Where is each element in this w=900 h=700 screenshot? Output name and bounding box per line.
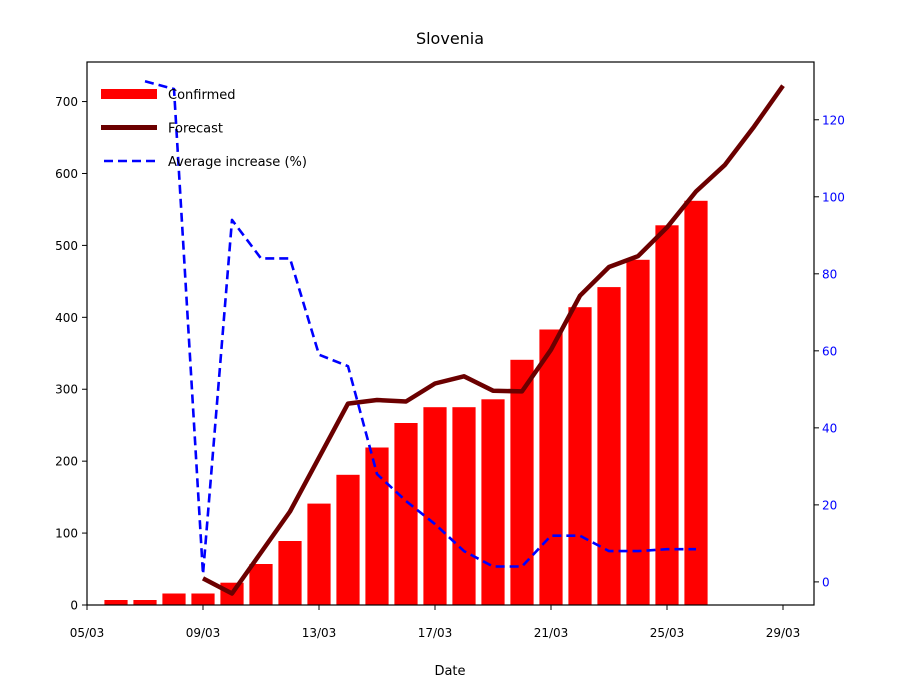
y-axis-right: 0 20 40 60 80 100 120 <box>814 113 845 589</box>
y-tick-label-left: 500 <box>55 239 78 253</box>
bar-confirmed <box>510 359 534 605</box>
chart-title: Slovenia <box>416 29 484 48</box>
bar-confirmed <box>481 399 505 605</box>
bar-confirmed <box>191 593 215 605</box>
bar-confirmed <box>104 600 128 605</box>
line-average-increase <box>144 80 696 576</box>
legend-swatch-confirmed <box>101 89 157 99</box>
y-tick-label-left: 400 <box>55 311 78 325</box>
y-tick-label-right: 60 <box>822 344 837 358</box>
y-tick-label-left: 100 <box>55 527 78 541</box>
x-tick-label: 13/03 <box>302 626 337 640</box>
bar-confirmed <box>568 307 592 605</box>
bar-confirmed <box>336 474 360 605</box>
y-tick-label-left: 700 <box>55 95 78 109</box>
bar-confirmed <box>365 447 389 605</box>
bar-confirmed <box>655 225 679 606</box>
y-tick-label-left: 600 <box>55 167 78 181</box>
bar-confirmed <box>539 329 563 605</box>
x-tick-label: 17/03 <box>418 626 453 640</box>
y-tick-label-left: 0 <box>70 599 78 613</box>
y-tick-label-left: 300 <box>55 383 78 397</box>
y-tick-label-left: 200 <box>55 455 78 469</box>
y-tick-label-right: 20 <box>822 498 837 512</box>
y-axis-left: 0 100 200 300 400 500 600 700 <box>55 95 87 613</box>
bar-confirmed <box>452 407 476 605</box>
x-axis: 05/03 09/03 13/03 17/03 21/03 25/03 29/03 <box>70 605 801 640</box>
legend-label: Forecast <box>168 122 223 137</box>
legend-label: Average increase (%) <box>168 155 307 170</box>
bar-confirmed <box>423 407 447 605</box>
bar-confirmed <box>307 503 331 605</box>
bar-confirmed <box>597 287 621 605</box>
bar-confirmed <box>133 600 157 605</box>
bar-confirmed <box>394 423 418 605</box>
x-tick-label: 09/03 <box>186 626 221 640</box>
bar-confirmed <box>249 564 273 605</box>
x-tick-label: 29/03 <box>766 626 801 640</box>
y-tick-label-right: 40 <box>822 421 837 435</box>
bar-confirmed <box>278 541 302 605</box>
y-tick-label-right: 120 <box>822 113 845 127</box>
x-tick-label: 21/03 <box>534 626 569 640</box>
x-tick-label: 05/03 <box>70 626 105 640</box>
bar-confirmed <box>626 259 650 605</box>
y-tick-label-right: 100 <box>822 190 845 204</box>
line-forecast <box>201 84 785 596</box>
x-axis-label: Date <box>434 664 465 679</box>
bar-confirmed <box>162 593 186 605</box>
plot-area <box>104 80 785 606</box>
y-tick-label-right: 80 <box>822 267 837 281</box>
bar-confirmed <box>684 200 708 606</box>
legend-label: Confirmed <box>168 88 236 103</box>
x-tick-label: 25/03 <box>650 626 685 640</box>
y-tick-label-right: 0 <box>822 575 830 589</box>
plot-frame <box>86 61 815 606</box>
legend: Confirmed Forecast Average increase (%) <box>101 88 307 170</box>
